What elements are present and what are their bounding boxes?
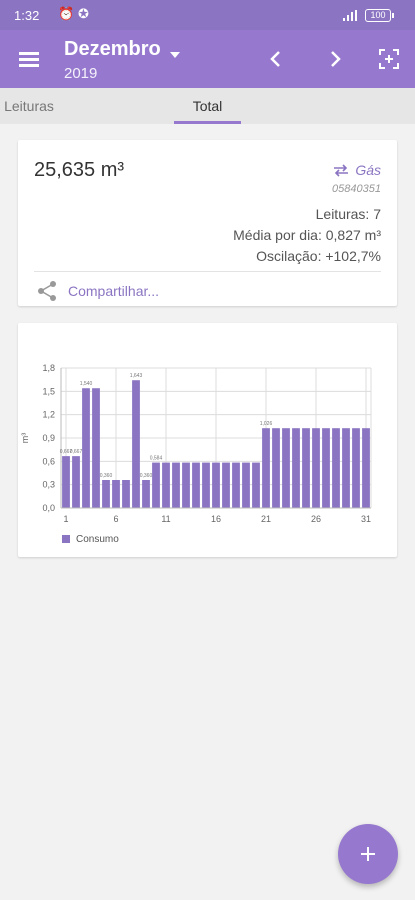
status-time: 1:32 — [14, 8, 40, 23]
chart-legend: Consumo — [62, 534, 119, 545]
year-label: 2019 — [64, 65, 98, 82]
divider — [34, 271, 381, 272]
chart-bar — [302, 428, 310, 508]
focus-button[interactable] — [374, 44, 404, 74]
chart-bar — [282, 428, 290, 508]
y-tick-label: 1,8 — [42, 363, 55, 373]
alarm-icon: ⏰ — [58, 6, 75, 21]
next-month-button[interactable] — [320, 44, 350, 74]
notification-icon: ✪ — [78, 6, 89, 21]
chart-bar — [132, 380, 140, 508]
data-label: 1,026 — [260, 421, 273, 427]
data-label: 1,643 — [130, 373, 143, 379]
tab-total[interactable]: Total — [192, 98, 223, 114]
tab-indicator — [174, 121, 241, 124]
daily-average: Média por dia: 0,827 m³ — [233, 227, 381, 243]
status-bar: 1:32 ⏰ ✪ 100 — [0, 0, 415, 30]
x-tick-label: 21 — [261, 514, 271, 524]
oscillation: Oscilação: +102,7% — [256, 248, 381, 264]
share-label: Compartilhar... — [68, 283, 160, 299]
swap-icon — [334, 164, 349, 177]
total-consumption: 25,635 m³ — [34, 159, 125, 181]
month-selector[interactable]: Dezembro 2019 — [64, 36, 194, 84]
chevron-left-icon — [270, 51, 280, 67]
chart-bar — [202, 462, 210, 508]
x-tick-label: 1 — [63, 514, 68, 524]
data-label: 0,667 — [70, 449, 83, 455]
chart-bar — [62, 456, 70, 508]
battery-icon: 100 — [365, 9, 394, 22]
chart-bar — [172, 462, 180, 508]
app-toolbar: Dezembro 2019 — [0, 30, 415, 88]
chart-bar — [352, 428, 360, 508]
x-tick-label: 6 — [113, 514, 118, 524]
menu-icon — [19, 52, 39, 55]
y-tick-label: 1,2 — [42, 410, 55, 420]
chart-bar — [332, 428, 340, 508]
tab-readings[interactable]: Leituras — [4, 98, 54, 114]
chart-bar — [122, 480, 130, 508]
readings-count: Leituras: 7 — [315, 206, 381, 222]
chart-bar — [252, 462, 260, 508]
chart-bar — [142, 480, 150, 508]
chart-card: 0,0 0,3 0,6 0,9 1,2 1,5 1,8 1 6 11 16 21 26 31 m³ 0,667… — [18, 323, 397, 557]
summary-card: 25,635 m³ Gás 05840351 Leituras: 7 Média… — [18, 140, 397, 306]
y-tick-label: 0,9 — [42, 433, 55, 443]
chart-bar — [232, 462, 240, 508]
signal-icon — [343, 10, 357, 21]
chart-bar — [222, 462, 230, 508]
chart-bar — [322, 428, 330, 508]
chart-bar — [272, 428, 280, 508]
chart-bar — [362, 428, 370, 508]
dropdown-caret-icon — [170, 52, 180, 58]
meter-id: 05840351 — [332, 183, 381, 195]
chart-bar — [82, 388, 90, 508]
chart-bar — [72, 456, 80, 508]
x-tick-label: 26 — [311, 514, 321, 524]
chart-bar — [212, 462, 220, 508]
x-tick-label: 31 — [361, 514, 371, 524]
chart-bar — [92, 388, 100, 508]
chart-bar — [192, 462, 200, 508]
y-tick-label: 0,3 — [42, 480, 55, 490]
chart-bar — [102, 480, 110, 508]
data-label: 0,360 — [140, 473, 153, 479]
legend-swatch — [62, 535, 70, 543]
share-icon — [38, 281, 56, 301]
month-label: Dezembro — [64, 38, 161, 60]
data-label: 1,540 — [80, 381, 93, 387]
chart-bar — [162, 462, 170, 508]
chart-bar — [312, 428, 320, 508]
chart-bar — [292, 428, 300, 508]
data-label: 0,584 — [150, 456, 163, 462]
add-reading-button[interactable] — [338, 824, 398, 884]
chart-bar — [342, 428, 350, 508]
data-label: 0,360 — [100, 473, 113, 479]
menu-button[interactable] — [14, 46, 44, 72]
chevron-right-icon — [331, 51, 341, 67]
x-tick-label: 16 — [211, 514, 221, 524]
focus-add-icon — [379, 49, 399, 69]
chart-bar — [152, 462, 160, 508]
meter-type-switch[interactable]: Gás — [333, 162, 381, 178]
consumption-chart: 0,00,30,60,91,21,51,81 6 11 16 21 26 31m³0,667… — [20, 363, 372, 524]
previous-month-button[interactable] — [261, 44, 291, 74]
meter-type-label: Gás — [355, 162, 381, 178]
chart-bar — [242, 462, 250, 508]
legend-label: Consumo — [76, 534, 119, 545]
y-tick-label: 0,0 — [42, 503, 55, 513]
data-label: 0,667 — [60, 449, 73, 455]
chart-bar — [182, 462, 190, 508]
x-tick-label: 11 — [161, 514, 170, 524]
chart-bar — [262, 428, 270, 508]
y-axis-label: m³ — [20, 433, 30, 444]
chart-bar — [112, 480, 120, 508]
y-tick-label: 0,6 — [42, 456, 55, 466]
tab-bar: Leituras Total — [0, 88, 415, 124]
y-tick-label: 1,5 — [42, 386, 55, 396]
